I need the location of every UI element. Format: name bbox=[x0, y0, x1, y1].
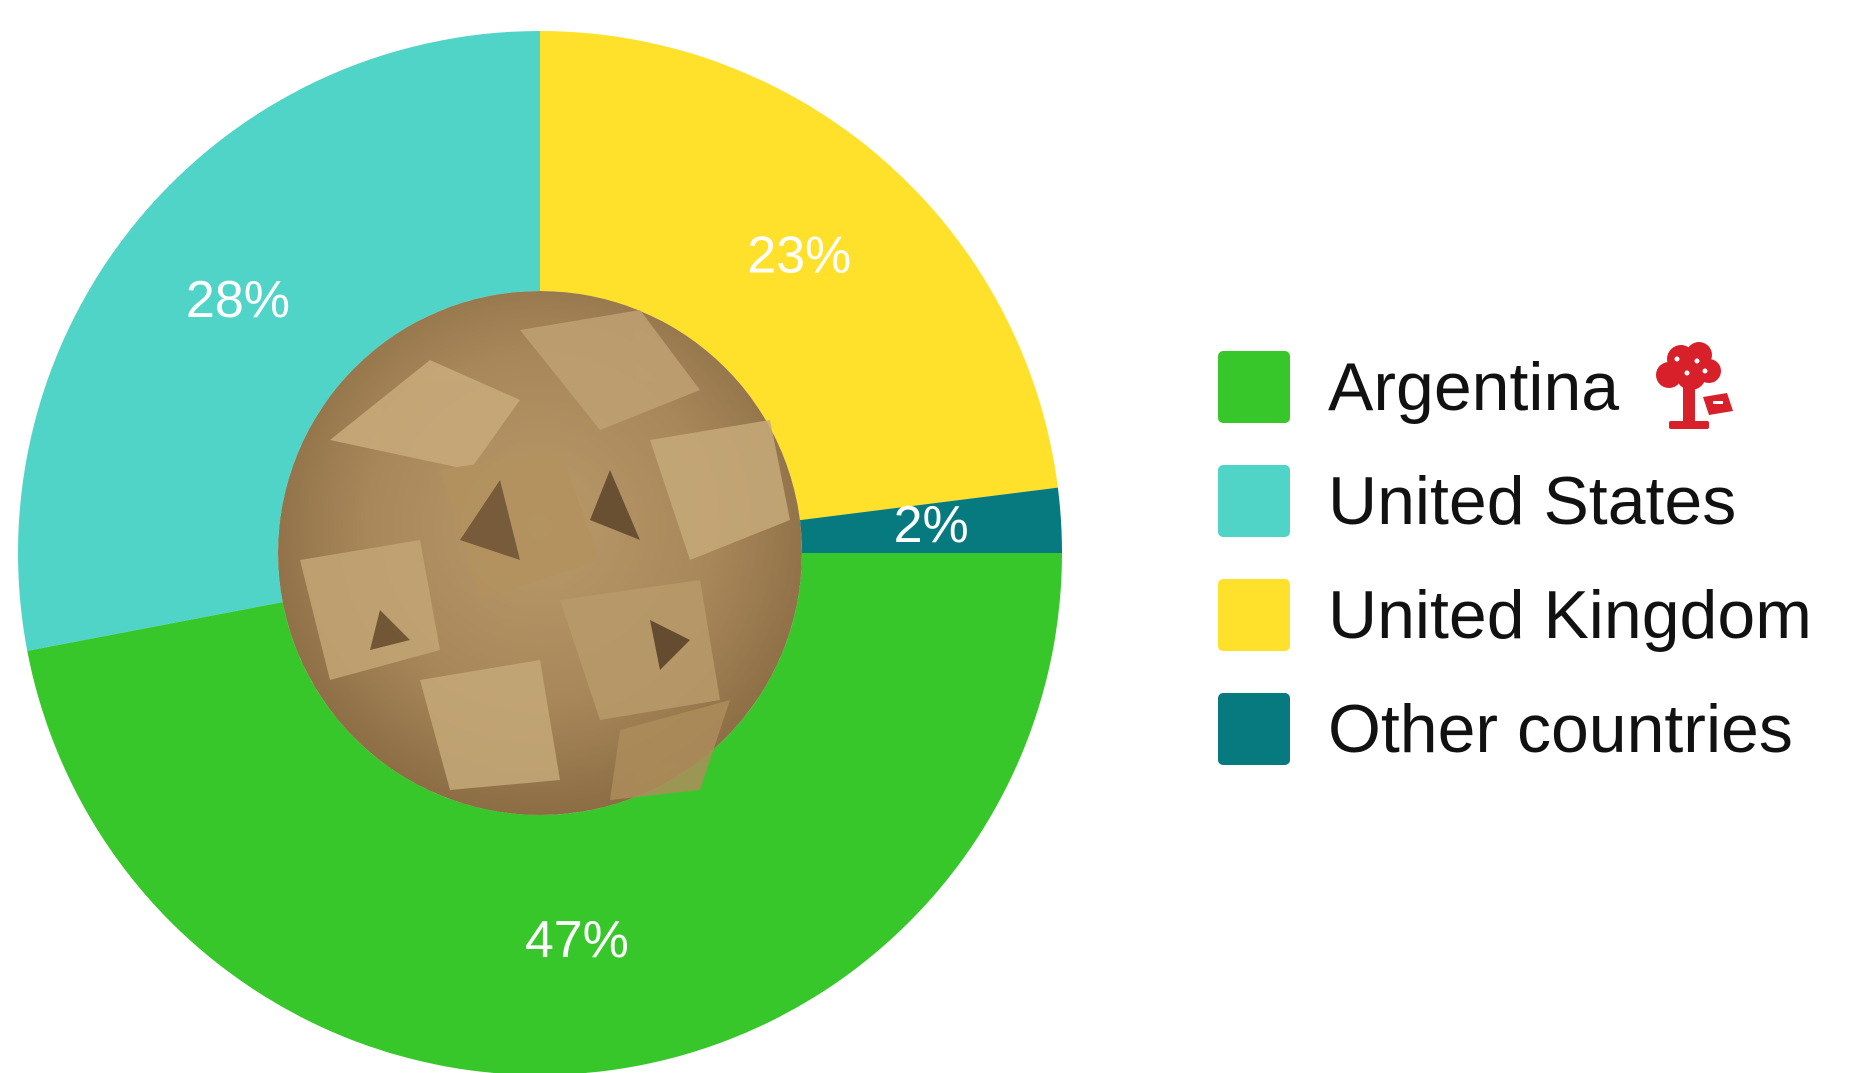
legend-label-united-states: United States bbox=[1328, 463, 1737, 539]
legend-item-other-countries: Other countries bbox=[1218, 672, 1812, 786]
legend-swatch-other-countries bbox=[1218, 693, 1290, 765]
legend-swatch-argentina bbox=[1218, 351, 1290, 423]
slice-other-countries bbox=[799, 487, 1062, 553]
legend-item-argentina: Argentina bbox=[1218, 330, 1812, 444]
slice-united-states bbox=[17, 31, 540, 651]
slice-label-other-countries: 2% bbox=[894, 496, 969, 554]
slice-united-kingdom bbox=[540, 31, 1058, 521]
slice-label-united-kingdom: 23% bbox=[747, 227, 851, 285]
legend-swatch-united-states bbox=[1218, 465, 1290, 537]
legend-label-argentina: Argentina bbox=[1328, 349, 1620, 425]
legend-label-united-kingdom: United Kingdom bbox=[1328, 577, 1812, 653]
legend: Argentina bbox=[1218, 330, 1812, 786]
legend-label-other-countries: Other countries bbox=[1328, 691, 1793, 767]
center-image bbox=[278, 291, 802, 815]
tree-with-flag-icon bbox=[1647, 337, 1743, 438]
legend-item-united-states: United States bbox=[1218, 444, 1812, 558]
slice-label-argentina: 47% bbox=[525, 911, 629, 969]
legend-item-united-kingdom: United Kingdom bbox=[1218, 558, 1812, 672]
slice-argentina bbox=[27, 553, 1062, 1073]
slice-label-united-states: 28% bbox=[186, 271, 290, 329]
legend-swatch-united-kingdom bbox=[1218, 579, 1290, 651]
